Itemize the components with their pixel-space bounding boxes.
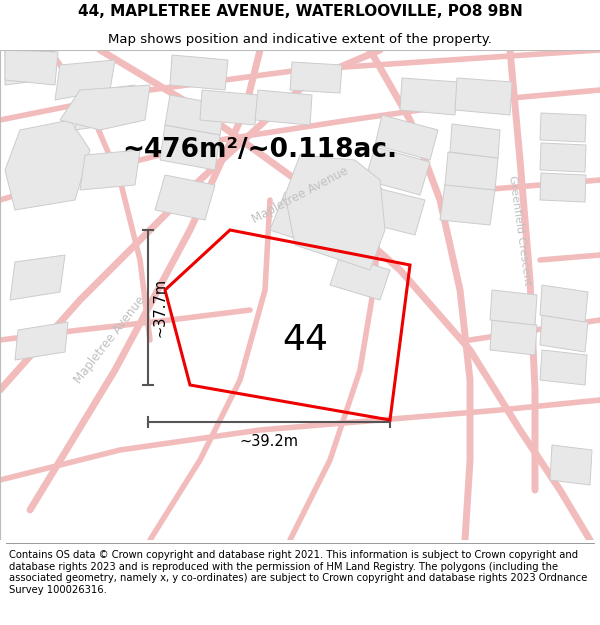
Polygon shape [75,85,135,130]
Text: Mapletree Avenue: Mapletree Avenue [250,164,350,226]
Polygon shape [55,60,115,100]
Text: ~37.7m: ~37.7m [152,278,167,337]
Polygon shape [255,90,312,125]
Polygon shape [155,175,215,220]
Polygon shape [170,55,228,90]
Polygon shape [540,350,587,385]
Polygon shape [15,322,68,360]
Polygon shape [285,155,385,270]
Polygon shape [400,78,458,115]
Polygon shape [330,255,390,300]
Polygon shape [10,255,65,300]
Polygon shape [165,95,225,135]
Polygon shape [270,192,345,250]
Polygon shape [455,78,512,115]
Text: Map shows position and indicative extent of the property.: Map shows position and indicative extent… [108,32,492,46]
Polygon shape [365,147,430,195]
Text: Greenfield Crescent: Greenfield Crescent [508,174,533,286]
Polygon shape [490,320,537,355]
Polygon shape [440,184,495,225]
Polygon shape [290,62,342,93]
Polygon shape [540,173,586,202]
Polygon shape [60,85,150,130]
Text: ~39.2m: ~39.2m [239,434,299,449]
Text: Contains OS data © Crown copyright and database right 2021. This information is : Contains OS data © Crown copyright and d… [9,550,587,595]
Text: 44, MAPLETREE AVENUE, WATERLOOVILLE, PO8 9BN: 44, MAPLETREE AVENUE, WATERLOOVILLE, PO8… [77,4,523,19]
Polygon shape [5,50,58,85]
Polygon shape [355,185,425,235]
Text: ~476m²/~0.118ac.: ~476m²/~0.118ac. [122,137,398,163]
Polygon shape [5,50,50,85]
Polygon shape [540,143,586,172]
Polygon shape [80,150,140,190]
Polygon shape [450,124,500,158]
Polygon shape [540,113,586,142]
Text: 44: 44 [282,323,328,357]
Polygon shape [375,115,438,160]
Polygon shape [200,90,258,125]
Polygon shape [5,120,90,210]
Polygon shape [550,445,592,485]
Text: Mapletree Avenue: Mapletree Avenue [72,294,148,386]
Polygon shape [540,315,588,352]
Polygon shape [540,285,588,322]
Polygon shape [445,152,498,190]
Polygon shape [160,125,220,170]
Polygon shape [490,290,537,325]
